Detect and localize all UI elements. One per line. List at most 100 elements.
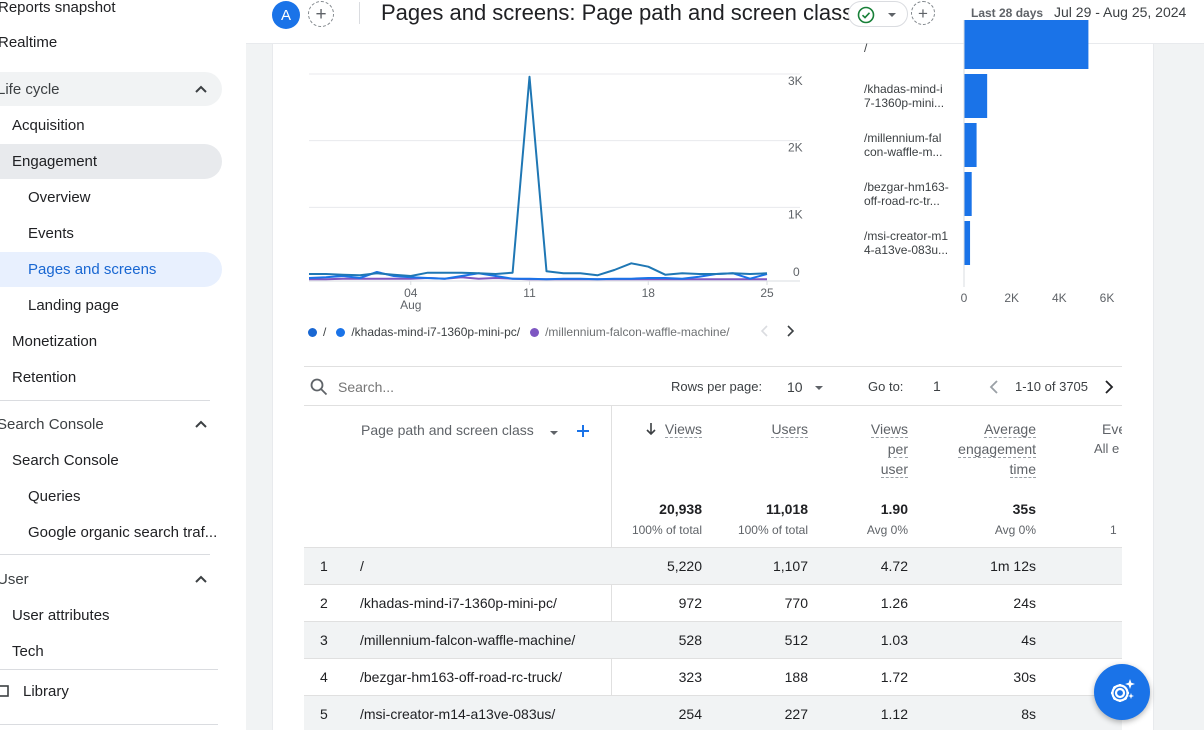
sidebar-divider: [0, 724, 218, 725]
nav-reports-snapshot[interactable]: Reports snapshot: [0, 0, 116, 25]
bar: [964, 20, 1089, 69]
nav-search-console[interactable]: Search Console: [12, 442, 119, 478]
add-dimension-icon[interactable]: [575, 423, 591, 439]
nav-acquisition-label: Acquisition: [12, 116, 85, 134]
nav-retention-label: Retention: [12, 368, 77, 386]
table-toolbar: Rows per page: 10 Go to: 1 1-10 of 3705: [304, 366, 1122, 406]
row-page-path[interactable]: /millennium-falcon-waffle-machine/: [360, 632, 576, 648]
table-header-divider: [304, 547, 1122, 548]
nav-events[interactable]: Events: [28, 215, 74, 251]
nav-landing-page-label: Landing page: [28, 296, 119, 314]
prev-page-icon[interactable]: [989, 379, 999, 395]
legend-dot: [530, 327, 540, 337]
table-row[interactable]: 2 /khadas-mind-i7-1360p-mini-pc/ 972 770…: [304, 585, 1122, 622]
nav-tech[interactable]: Tech: [12, 633, 44, 669]
section-search-console-label: Search Console: [0, 415, 104, 433]
legend-item[interactable]: /khadas-mind-i7-1360p-mini-pc/: [336, 325, 520, 339]
legend-item[interactable]: /millennium-falcon-waffle-machine/: [530, 325, 730, 339]
row-page-path[interactable]: /khadas-mind-i7-1360p-mini-pc/: [360, 595, 557, 611]
nav-overview[interactable]: Overview: [28, 179, 91, 215]
bar-category-label: con-waffle-m...: [864, 145, 942, 159]
caret-down-icon[interactable]: [549, 429, 559, 437]
column-header-views[interactable]: Views: [664, 421, 702, 438]
table-row[interactable]: 5 /msi-creator-m14-a13ve-083us/ 254 227 …: [304, 696, 1122, 730]
section-life-cycle-label: Life cycle: [0, 80, 60, 98]
nav-engagement[interactable]: Engagement: [12, 143, 97, 179]
table-row[interactable]: 3 /millennium-falcon-waffle-machine/ 528…: [304, 622, 1122, 659]
library-folder-icon: [0, 685, 9, 697]
x-tick-label: 18: [642, 286, 656, 300]
sidebar-divider: [0, 400, 210, 401]
column-header-users[interactable]: Users: [771, 421, 808, 438]
nav-acquisition[interactable]: Acquisition: [12, 107, 85, 143]
status-dropdown[interactable]: [848, 1, 908, 27]
column-header-avg-engagement-time[interactable]: Average engagement time: [940, 419, 1036, 479]
chevron-up-icon[interactable]: [194, 417, 208, 431]
legend-label: /khadas-mind-i7-1360p-mini-pc/: [351, 325, 521, 339]
chevron-up-icon[interactable]: [194, 82, 208, 96]
table-search-input[interactable]: [338, 376, 538, 398]
total-avg-engagement: 35s: [1012, 501, 1036, 517]
header-line: engagement: [958, 441, 1036, 458]
row-users: 227: [784, 706, 808, 722]
add-comparison-button[interactable]: +: [308, 1, 334, 27]
goto-label: Go to:: [868, 379, 904, 394]
dimension-header[interactable]: Page path and screen class: [361, 422, 534, 438]
nav-realtime[interactable]: Realtime: [0, 24, 57, 60]
row-page-path[interactable]: /msi-creator-m14-a13ve-083us/: [360, 706, 556, 722]
row-index: 2: [320, 595, 328, 611]
nav-user-attributes[interactable]: User attributes: [12, 597, 110, 633]
section-search-console[interactable]: Search Console: [0, 406, 104, 442]
row-index: 1: [320, 558, 328, 574]
table-row[interactable]: 4 /bezgar-hm163-off-road-rc-truck/ 323 1…: [304, 659, 1122, 696]
section-user[interactable]: User: [0, 561, 29, 597]
nav-retention[interactable]: Retention: [12, 359, 76, 395]
row-views-per-user: 4.72: [880, 558, 908, 574]
nav-queries[interactable]: Queries: [28, 478, 81, 514]
legend-prev-icon[interactable]: [760, 325, 770, 337]
column-header-views-per-user[interactable]: Views per user: [840, 419, 908, 479]
column-header-events[interactable]: Eve: [1102, 419, 1122, 439]
add-report-button[interactable]: +: [911, 1, 935, 25]
bar: [964, 221, 971, 265]
nav-monetization[interactable]: Monetization: [12, 323, 97, 359]
row-avg-engagement: 1m 12s: [990, 558, 1036, 574]
row-views: 528: [678, 632, 702, 648]
avatar[interactable]: A: [272, 1, 300, 29]
date-range-picker[interactable]: Jul 29 - Aug 25, 2024: [1054, 4, 1187, 20]
total-events-sub: 1: [1110, 523, 1117, 537]
insights-fab-button[interactable]: [1094, 664, 1150, 720]
section-life-cycle[interactable]: Life cycle: [0, 71, 219, 107]
goto-page-input[interactable]: 1: [933, 378, 941, 394]
page-title: Pages and screens: Page path and screen …: [381, 0, 854, 25]
nav-monetization-label: Monetization: [12, 332, 98, 350]
charts-area: 3K 2K 1K 0 04 11 18 25 Aug / /khadas-mind-i7-1360…: [308, 20, 1114, 312]
row-views-per-user: 1.12: [880, 706, 908, 722]
sidebar-divider: [0, 669, 218, 670]
nav-landing-page[interactable]: Landing page: [28, 287, 119, 323]
legend-label: /millennium-falcon-waffle-machine/: [545, 325, 730, 339]
nav-pages-and-screens[interactable]: Pages and screens: [28, 251, 156, 287]
nav-engagement-label: Engagement: [12, 152, 98, 170]
date-label: Last 28 days: [971, 6, 1044, 20]
bar-category-label: /bezgar-hm163-: [864, 180, 949, 194]
chevron-up-icon[interactable]: [194, 572, 208, 586]
row-page-path[interactable]: /: [360, 558, 364, 574]
row-page-path[interactable]: /bezgar-hm163-off-road-rc-truck/: [360, 669, 563, 685]
nav-google-organic-search-traffic[interactable]: Google organic search traf...: [28, 514, 217, 550]
legend-next-icon[interactable]: [785, 325, 795, 337]
total-views-per-user-sub: Avg 0%: [866, 523, 908, 537]
table-row[interactable]: 1 / 5,220 1,107 4.72 1m 12s: [304, 548, 1122, 585]
legend-item[interactable]: /: [308, 325, 326, 339]
header-line: Views: [870, 421, 908, 438]
check-circle-icon: [857, 6, 875, 24]
nav-library[interactable]: Library: [23, 673, 69, 709]
row-users: 770: [784, 595, 808, 611]
next-page-icon[interactable]: [1104, 379, 1114, 395]
nav-events-label: Events: [28, 224, 74, 242]
rows-per-page-select[interactable]: 10: [786, 373, 828, 401]
header-line: per: [887, 441, 908, 458]
x-tick-label: 11: [523, 286, 536, 300]
sort-descending-icon[interactable]: [645, 422, 657, 436]
row-views: 323: [678, 669, 702, 685]
